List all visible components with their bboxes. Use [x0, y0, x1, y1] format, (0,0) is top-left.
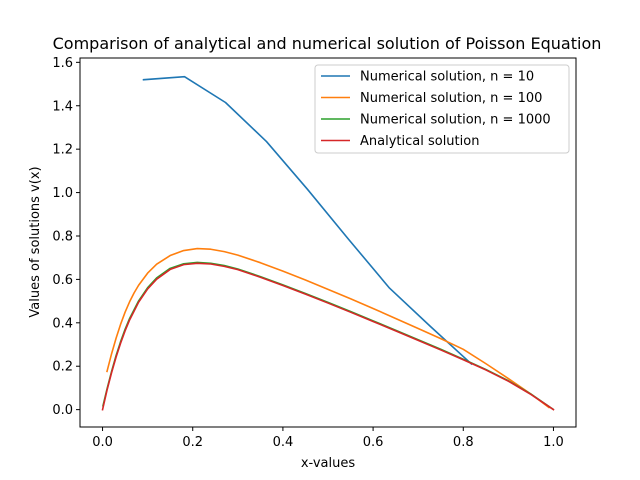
x-axis-label: x-values — [301, 456, 356, 471]
plot-frame — [79, 57, 577, 428]
series-line-2 — [106, 247, 551, 409]
y-axis: 0.0 0.2 0.4 0.6 0.8 1.0 1.2 1.4 1.6 — [52, 56, 80, 418]
legend-label-2: Numerical solution, n = 100 — [360, 91, 542, 106]
legend: Numerical solution, n = 10 Numerical solu… — [314, 64, 570, 154]
chart-title: Comparison of analytical and numerical s… — [53, 34, 602, 53]
x-tick-label: 0.2 — [182, 435, 203, 450]
y-tick-label: 0.8 — [52, 229, 73, 244]
y-tick-label: 1.4 — [52, 99, 73, 114]
series-line-1 — [142, 75, 473, 366]
x-tick-label: 1.0 — [543, 435, 564, 450]
y-tick-label: 0.2 — [52, 360, 73, 375]
x-tick-label: 0.8 — [453, 435, 474, 450]
legend-label-3: Numerical solution, n = 1000 — [360, 113, 551, 128]
y-axis-label: Values of solutions v(x) — [28, 166, 43, 317]
series-layer — [101, 75, 555, 411]
y-tick-label: 0.4 — [52, 316, 73, 331]
legend-label-4: Analytical solution — [360, 134, 479, 149]
y-tick-label: 1.6 — [52, 56, 73, 71]
y-tick-label: 0.6 — [52, 273, 73, 288]
x-tick-label: 0.0 — [92, 435, 113, 450]
legend-label-1: Numerical solution, n = 10 — [360, 70, 534, 85]
y-tick-label: 1.2 — [52, 143, 73, 158]
series-line-4 — [101, 262, 555, 411]
x-tick-label: 0.6 — [363, 435, 384, 450]
y-tick-label: 0.0 — [52, 403, 73, 418]
x-axis: 0.0 0.2 0.4 0.6 0.8 1.0 — [92, 427, 564, 450]
y-tick-label: 1.0 — [52, 186, 73, 201]
x-tick-label: 0.4 — [273, 435, 294, 450]
legend-box — [314, 64, 570, 154]
